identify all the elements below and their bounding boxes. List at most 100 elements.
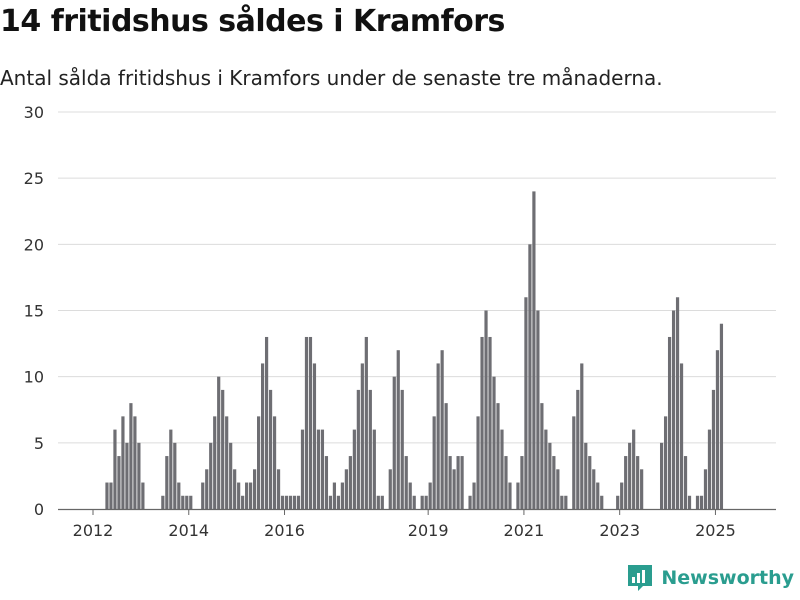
bar [600, 495, 604, 509]
bar [420, 495, 424, 509]
bar [516, 482, 520, 509]
bar [719, 323, 724, 509]
bar [524, 297, 528, 509]
bar [241, 495, 245, 509]
bar [488, 336, 492, 509]
bar [260, 363, 265, 509]
bar [320, 429, 325, 509]
bar [253, 469, 257, 509]
bar [129, 403, 133, 509]
bar [161, 495, 165, 509]
bar [173, 442, 177, 509]
bar [296, 495, 301, 509]
bar [476, 416, 480, 509]
bar [520, 456, 524, 509]
bar [492, 376, 496, 509]
bar [229, 442, 233, 509]
bar [540, 403, 544, 509]
bar [683, 456, 688, 509]
bar [312, 363, 317, 509]
chart-subtitle: Antal sålda fritidshus i Kramfors under … [0, 66, 663, 90]
bar [288, 495, 293, 509]
bar [264, 336, 269, 509]
y-tick-label: 10 [24, 368, 44, 387]
bar [364, 336, 368, 509]
bar [268, 389, 273, 509]
bar [376, 495, 380, 509]
bar [412, 495, 416, 509]
bar [109, 482, 113, 509]
bar [284, 495, 289, 509]
bar [500, 429, 504, 509]
bar [572, 416, 576, 509]
x-tick-label: 2019 [408, 521, 449, 540]
bar [584, 442, 588, 509]
newsworthy-logo: Newsworthy [627, 564, 794, 592]
bars [105, 191, 724, 510]
bar [189, 495, 193, 509]
x-axis [58, 508, 776, 515]
bar [424, 495, 428, 509]
bar [117, 456, 121, 509]
bar [576, 389, 580, 509]
bar [368, 389, 372, 509]
bar [484, 310, 488, 509]
bar [687, 495, 692, 509]
bar [292, 495, 297, 509]
bar [444, 403, 448, 509]
bar [667, 336, 672, 509]
bar [105, 482, 109, 509]
bar [328, 495, 333, 509]
bar [257, 416, 261, 509]
bar [165, 456, 169, 509]
bar [508, 482, 512, 509]
x-tick-label: 2012 [73, 521, 114, 540]
bar [440, 350, 444, 509]
bar [181, 495, 185, 509]
bar [400, 389, 404, 509]
bar [715, 350, 720, 509]
bar [332, 482, 337, 509]
bar [480, 336, 484, 509]
bar [121, 416, 125, 509]
bar [201, 482, 205, 509]
bar [276, 469, 281, 509]
bar [675, 297, 680, 509]
bar [496, 403, 500, 509]
bar [249, 482, 253, 509]
brand-name: Newsworthy [661, 567, 794, 589]
bar [536, 310, 540, 509]
bar [177, 482, 181, 509]
bar [360, 363, 364, 509]
y-tick-label: 30 [24, 103, 44, 122]
bar [616, 495, 620, 509]
y-tick-label: 15 [24, 302, 44, 321]
newsworthy-logo-icon [628, 565, 653, 591]
bar [659, 442, 664, 509]
bar [245, 482, 249, 509]
x-tick-label: 2021 [504, 521, 545, 540]
bar [472, 482, 476, 509]
bar [316, 429, 321, 509]
bar [213, 416, 217, 509]
bar [404, 456, 408, 509]
bar [632, 429, 636, 509]
bar [308, 336, 313, 509]
bar [564, 495, 568, 509]
bar [392, 376, 396, 509]
bar [272, 416, 277, 509]
bar [448, 456, 452, 509]
bar [560, 495, 564, 509]
bar [388, 469, 392, 509]
bar [125, 442, 129, 509]
bar [663, 416, 668, 509]
y-tick-label: 5 [34, 434, 44, 453]
bar [532, 191, 536, 509]
bar [624, 456, 628, 509]
bar [436, 363, 440, 509]
bar [352, 429, 356, 509]
bar [141, 482, 145, 509]
bar [703, 469, 708, 509]
bar [380, 495, 384, 509]
